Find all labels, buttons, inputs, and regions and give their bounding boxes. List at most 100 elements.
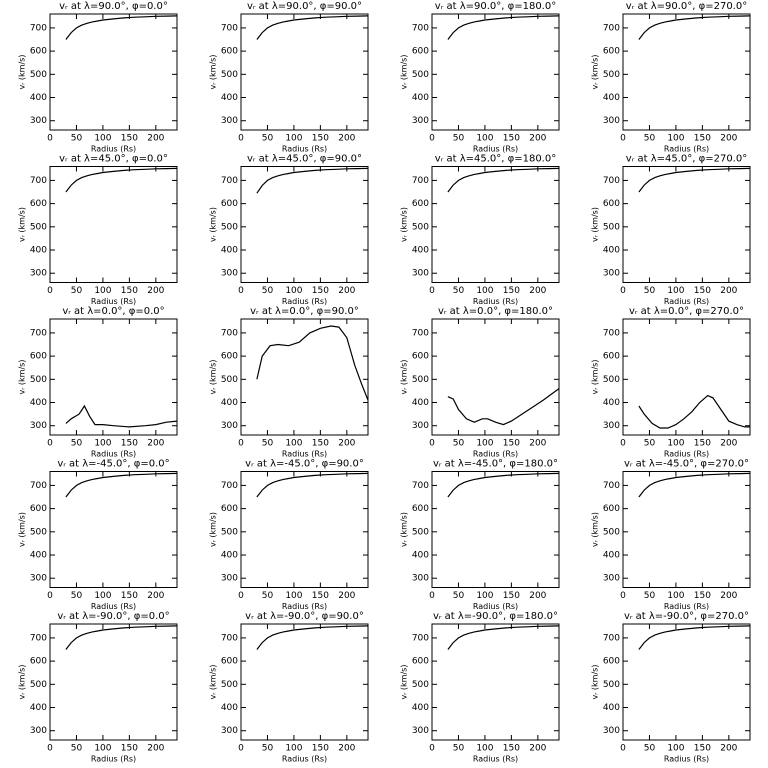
panel-title: vᵣ at λ=90.0°, φ=0.0° [59,1,168,12]
x-axis-label: Radius (Rs) [473,602,518,611]
y-tick-label: 600 [221,504,238,514]
panel: vᵣ at λ=-45.0°, φ=180.0° Radius (Rs) vᵣ (k… [400,459,560,611]
x-tick-label: 100 [94,134,111,144]
y-tick-label: 300 [221,726,238,736]
panel-title: vᵣ at λ=-45.0°, φ=0.0° [57,459,169,470]
y-tick-label: 700 [30,328,47,338]
panel: vᵣ at λ=45.0°, φ=180.0° Radius (Rs) vᵣ (km… [400,154,560,306]
x-tick-label: 50 [644,134,656,144]
y-tick-label: 700 [221,328,238,338]
panel: vᵣ at λ=90.0°, φ=0.0° Radius (Rs) vᵣ (km/s… [18,1,178,154]
x-tick-label: 50 [262,591,274,601]
y-tick-label: 500 [221,70,238,80]
x-tick-label: 200 [720,591,737,601]
y-tick-label: 700 [30,633,47,643]
y-axis-label: vᵣ (km/s) [18,207,27,242]
y-tick-label: 300 [412,574,429,584]
y-tick-label: 400 [603,703,620,713]
x-tick-label: 100 [285,439,302,449]
data-line [65,15,178,40]
x-tick-label: 0 [47,286,53,296]
x-tick-label: 200 [147,591,164,601]
plot-frame [240,166,369,283]
y-tick-label: 400 [412,246,429,256]
x-tick-label: 100 [667,591,684,601]
y-tick-label: 500 [30,222,47,232]
panel: vᵣ at λ=-45.0°, φ=270.0° Radius (Rs) vᵣ (k… [591,459,751,611]
x-tick-label: 50 [453,286,465,296]
x-tick-label: 100 [667,286,684,296]
x-tick-label: 150 [121,286,138,296]
x-tick-label: 150 [503,286,520,296]
data-line [65,167,178,193]
x-axis-label: Radius (Rs) [473,145,518,154]
panel-title: vᵣ at λ=0.0°, φ=270.0° [629,306,744,317]
x-tick-label: 200 [529,286,546,296]
x-tick-label: 0 [238,286,244,296]
panel-title: vᵣ at λ=45.0°, φ=180.0° [435,154,556,165]
x-axis-label: Radius (Rs) [664,450,709,459]
x-tick-label: 0 [238,134,244,144]
y-tick-label: 300 [412,269,429,279]
y-tick-label: 600 [412,47,429,57]
y-axis-label: vᵣ (km/s) [400,360,409,395]
x-axis-label: Radius (Rs) [282,297,327,306]
x-tick-label: 0 [620,591,626,601]
y-axis-label: vᵣ (km/s) [18,665,27,700]
y-tick-label: 600 [603,657,620,667]
y-tick-label: 700 [412,23,429,33]
y-tick-label: 700 [603,23,620,33]
x-tick-label: 0 [620,744,626,754]
data-line [638,472,751,498]
y-tick-label: 700 [412,481,429,491]
x-tick-label: 200 [338,591,355,601]
y-tick-label: 400 [30,703,47,713]
x-tick-label: 150 [503,744,520,754]
x-tick-label: 0 [429,744,435,754]
data-line [65,404,178,428]
x-tick-label: 50 [71,286,83,296]
y-tick-label: 600 [30,352,47,362]
plot-frame [622,471,751,588]
data-line [447,167,560,193]
x-tick-label: 200 [338,744,355,754]
x-tick-label: 50 [71,134,83,144]
y-tick-label: 600 [30,199,47,209]
plot-frame [240,13,369,131]
y-axis-label: vᵣ (km/s) [209,55,218,90]
panel: vᵣ at λ=-90.0°, φ=180.0° Radius (Rs) vᵣ (k… [400,611,560,764]
y-tick-label: 500 [412,70,429,80]
y-tick-label: 300 [603,726,620,736]
y-tick-label: 400 [603,551,620,561]
y-tick-label: 700 [603,176,620,186]
y-tick-label: 500 [603,375,620,385]
panel-title: vᵣ at λ=45.0°, φ=90.0° [247,154,362,165]
panel-title: vᵣ at λ=-45.0°, φ=270.0° [624,459,749,470]
plot-frame [622,318,751,436]
y-tick-label: 300 [30,726,47,736]
y-tick-label: 500 [30,70,47,80]
panel: vᵣ at λ=90.0°, φ=270.0° Radius (Rs) vᵣ (km… [591,1,751,154]
plot-frame [240,471,369,588]
y-axis-label: vᵣ (km/s) [400,55,409,90]
y-tick-label: 500 [412,527,429,537]
x-axis-label: Radius (Rs) [664,297,709,306]
y-tick-label: 400 [30,398,47,408]
x-tick-label: 200 [529,439,546,449]
y-tick-label: 300 [221,421,238,431]
panel: vᵣ at λ=-90.0°, φ=0.0° Radius (Rs) vᵣ (km/… [18,611,178,764]
x-axis-label: Radius (Rs) [473,297,518,306]
y-tick-label: 600 [221,47,238,57]
y-tick-label: 600 [412,504,429,514]
x-tick-label: 100 [94,744,111,754]
plot-frame [431,318,560,436]
plot-frame [240,623,369,741]
panel-title: vᵣ at λ=-45.0°, φ=90.0° [245,459,364,470]
y-tick-label: 500 [30,375,47,385]
panel-title: vᵣ at λ=0.0°, φ=0.0° [62,306,164,317]
y-tick-label: 300 [603,116,620,126]
x-tick-label: 0 [620,286,626,296]
x-tick-label: 100 [476,439,493,449]
